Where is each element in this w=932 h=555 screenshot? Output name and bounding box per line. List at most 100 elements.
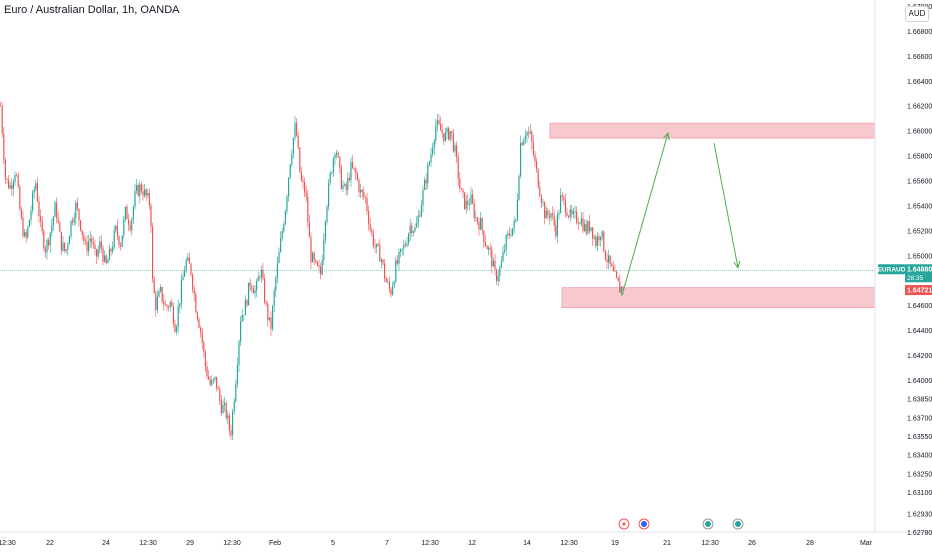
time-tick-label: 12:30 bbox=[139, 540, 157, 547]
candle-body bbox=[572, 211, 574, 215]
candle-body bbox=[216, 376, 218, 389]
candle-body bbox=[344, 184, 346, 186]
candle-body bbox=[526, 132, 528, 136]
candle-body bbox=[44, 248, 46, 253]
candle-body bbox=[27, 226, 29, 238]
candle-body bbox=[404, 244, 406, 246]
candle-body bbox=[451, 130, 453, 134]
candle-body bbox=[227, 415, 229, 418]
candle-body bbox=[510, 235, 512, 236]
candle-body bbox=[262, 269, 264, 279]
candle-body bbox=[505, 235, 507, 250]
candle-body bbox=[52, 216, 54, 226]
candle-body bbox=[284, 210, 286, 225]
symbol-tag[interactable] bbox=[878, 264, 905, 275]
arrows bbox=[621, 132, 741, 296]
candle-body bbox=[211, 380, 213, 385]
candle-body bbox=[536, 161, 538, 170]
candle-body bbox=[582, 218, 584, 232]
price-tick-label: 1.65800 bbox=[907, 154, 932, 161]
support-zone[interactable] bbox=[561, 287, 876, 309]
candle-body bbox=[356, 173, 358, 180]
candle-body bbox=[468, 204, 470, 205]
projection-arrow[interactable] bbox=[621, 133, 669, 296]
candle-body bbox=[283, 224, 285, 232]
candle-body bbox=[334, 154, 336, 159]
candle-body bbox=[470, 194, 472, 205]
candle-body bbox=[20, 209, 22, 218]
dividend-icon[interactable] bbox=[732, 518, 744, 530]
candle-body bbox=[51, 225, 53, 233]
candle-body bbox=[204, 351, 206, 367]
candle-body bbox=[212, 379, 214, 381]
candle-body bbox=[166, 305, 168, 307]
candle-body bbox=[420, 205, 422, 217]
earnings-icon[interactable] bbox=[638, 518, 650, 530]
candle-body bbox=[566, 212, 568, 216]
candle-body bbox=[425, 179, 427, 184]
candle-body bbox=[208, 376, 210, 380]
candle-body bbox=[291, 154, 293, 165]
candle-body bbox=[491, 249, 493, 267]
candle-body bbox=[380, 259, 382, 262]
candle-body bbox=[75, 202, 77, 219]
candle-body bbox=[427, 164, 429, 184]
candle-body bbox=[507, 233, 509, 236]
candles bbox=[0, 101, 624, 441]
candle-body bbox=[142, 191, 144, 197]
candle-body bbox=[102, 247, 104, 262]
candle-body bbox=[307, 196, 309, 222]
candle-body bbox=[54, 202, 56, 217]
time-tick-label: 21 bbox=[663, 540, 671, 547]
candle-body bbox=[278, 251, 280, 264]
price-tick-label: 1.66400 bbox=[907, 79, 932, 86]
candle-body bbox=[148, 192, 150, 206]
second-price-tag[interactable] bbox=[905, 285, 932, 296]
zones bbox=[549, 122, 876, 309]
candle-body bbox=[374, 245, 376, 248]
symbol-tag-text: EURAUD bbox=[878, 267, 906, 274]
candle-body bbox=[417, 215, 419, 224]
candle-body bbox=[467, 200, 469, 205]
candle-body bbox=[153, 279, 155, 294]
candle-body bbox=[496, 269, 498, 282]
candle-body bbox=[387, 281, 389, 283]
flash-icon[interactable] bbox=[618, 518, 630, 530]
candle-body bbox=[580, 218, 582, 224]
candle-body bbox=[537, 169, 539, 188]
candle-body bbox=[206, 366, 208, 377]
candle-body bbox=[158, 291, 160, 297]
dividend-icon[interactable] bbox=[702, 518, 714, 530]
candle-body bbox=[329, 173, 331, 184]
price-tick-label: 1.64400 bbox=[907, 328, 932, 335]
candle-body bbox=[368, 211, 370, 224]
candle-body bbox=[137, 185, 139, 196]
candle-body bbox=[486, 245, 488, 250]
candle-body bbox=[412, 231, 414, 233]
candle-body bbox=[430, 154, 432, 163]
candle-body bbox=[11, 185, 13, 189]
candle-body bbox=[68, 236, 70, 245]
time-tick-label: 12:30 bbox=[421, 540, 439, 547]
candle-body bbox=[70, 220, 72, 237]
candle-body bbox=[128, 219, 130, 225]
candle-body bbox=[25, 232, 27, 238]
last-price-tag[interactable] bbox=[905, 264, 932, 283]
currency-badge[interactable]: AUD bbox=[905, 6, 929, 22]
candle-body bbox=[107, 260, 109, 264]
candle-body bbox=[28, 219, 30, 227]
candle-body bbox=[408, 233, 410, 244]
candle-body bbox=[73, 218, 75, 223]
candle-body bbox=[257, 277, 259, 281]
pane-title: Euro / Australian Dollar, 1h, OANDA bbox=[4, 4, 180, 16]
candle-body bbox=[369, 223, 371, 230]
candle-body bbox=[548, 215, 550, 218]
candle-body bbox=[299, 147, 301, 172]
resistance-zone[interactable] bbox=[549, 122, 876, 139]
projection-arrow[interactable] bbox=[713, 143, 739, 268]
candle-body bbox=[198, 319, 200, 328]
candle-body bbox=[267, 303, 269, 320]
